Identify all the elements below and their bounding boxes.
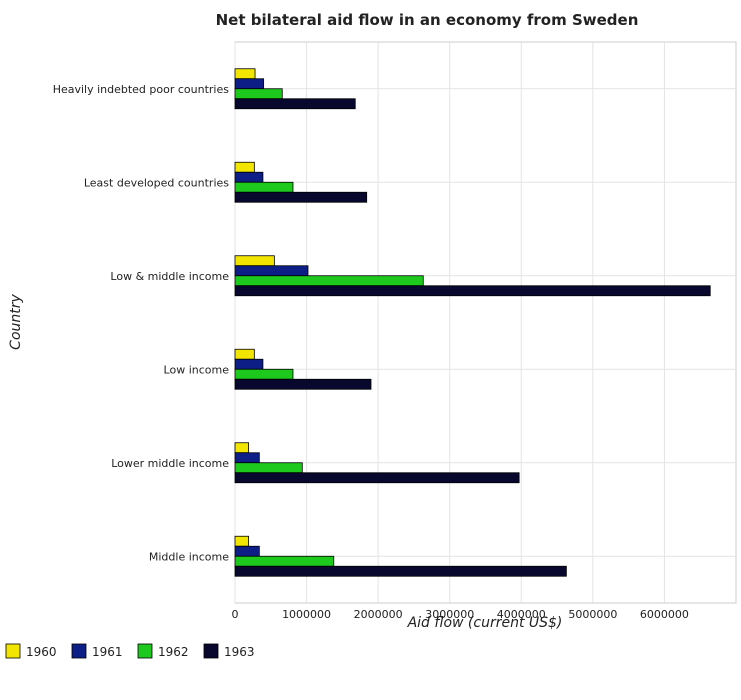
grid-lines xyxy=(234,42,736,603)
x-axis-title: Aid flow (current US$) xyxy=(407,615,563,631)
bar-1960-4 xyxy=(234,442,249,454)
bar-1963-2 xyxy=(234,285,711,297)
bar-1962-2 xyxy=(234,275,424,287)
bar-1961-2 xyxy=(234,265,309,277)
y-tick-label: Least developed countries xyxy=(84,176,229,189)
bar-1960-1 xyxy=(234,161,255,173)
x-tick-label: 6000000 xyxy=(640,608,689,621)
bar-1963-1 xyxy=(234,191,368,203)
bar-1960-3 xyxy=(234,348,255,360)
bar-1962-5 xyxy=(234,555,335,567)
y-tick-labels: Heavily indebted poor countries Least dev… xyxy=(53,83,230,564)
x-tick-labels: 0 1000000 2000000 3000000 4000000 5000000 6000… xyxy=(232,608,689,621)
bar-1960-5 xyxy=(234,535,249,547)
legend-label-1963: 1963 xyxy=(224,645,255,659)
y-tick-label: Middle income xyxy=(149,550,229,563)
bar-1960-2 xyxy=(234,255,275,267)
y-axis-title: Country xyxy=(8,293,24,349)
legend: 1960 1961 1962 1963 xyxy=(5,643,255,659)
legend-label-1960: 1960 xyxy=(26,645,57,659)
chart-title: Net bilateral aid flow in an economy fro… xyxy=(216,11,639,29)
bar-1961-1 xyxy=(234,171,264,183)
bar-1963-4 xyxy=(234,472,520,484)
bar-1963-3 xyxy=(234,378,372,390)
legend-swatch-1960 xyxy=(5,643,21,659)
bar-1962-1 xyxy=(234,181,294,193)
legend-label-1961: 1961 xyxy=(92,645,123,659)
y-tick-label: Lower middle income xyxy=(111,457,229,470)
y-tick-label: Low & middle income xyxy=(110,270,229,283)
legend-swatch-1961 xyxy=(71,643,87,659)
bar-1961-5 xyxy=(234,545,260,557)
y-tick-label: Low income xyxy=(164,363,230,376)
bar-1963-5 xyxy=(234,565,567,577)
legend-swatch-1963 xyxy=(203,643,219,659)
x-tick-label: 4000000 xyxy=(497,608,546,621)
bar-1962-0 xyxy=(234,88,283,100)
x-tick-label: 0 xyxy=(232,608,239,621)
legend-label-1962: 1962 xyxy=(158,645,189,659)
bar-1962-3 xyxy=(234,368,294,380)
bar-1962-4 xyxy=(234,462,303,474)
legend-swatch-1962 xyxy=(137,643,153,659)
y-tick-label: Heavily indebted poor countries xyxy=(53,83,230,96)
plot-area xyxy=(234,41,737,604)
x-tick-label: 3000000 xyxy=(425,608,474,621)
bar-1963-0 xyxy=(234,98,356,110)
bar-1960-0 xyxy=(234,68,256,80)
bar-1961-3 xyxy=(234,358,264,370)
x-tick-label: 5000000 xyxy=(568,608,617,621)
bar-1961-4 xyxy=(234,452,260,464)
bar-1961-0 xyxy=(234,78,265,90)
x-tick-label: 2000000 xyxy=(354,608,403,621)
bars xyxy=(234,68,711,577)
x-tick-label: 1000000 xyxy=(282,608,331,621)
